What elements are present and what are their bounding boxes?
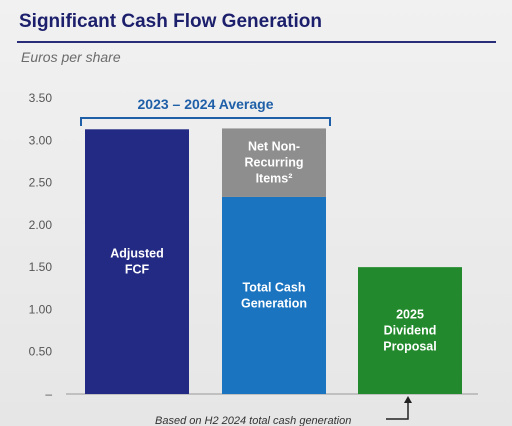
title-divider — [17, 41, 496, 43]
bar-data-label: Recurring — [244, 156, 303, 170]
bar-data-label: Total Cash — [243, 280, 306, 294]
bar-data-label: Adjusted — [110, 247, 163, 261]
footnote-arrowhead — [404, 396, 412, 403]
y-tick-label: 3.50 — [29, 91, 53, 105]
page-title: Significant Cash Flow Generation — [19, 11, 322, 32]
y-tick-label: 3.00 — [29, 133, 53, 147]
chart-subtitle: Euros per share — [21, 49, 121, 65]
bar-data-label: Items² — [256, 172, 293, 186]
bracket-label: 2023 – 2024 Average — [138, 96, 274, 112]
y-tick-label: 0.50 — [29, 345, 53, 359]
y-tick-label: 1.50 — [29, 260, 53, 274]
bar-data-label: Dividend — [384, 324, 437, 338]
y-tick-label: 2.50 — [29, 176, 53, 190]
y-tick-label: – — [45, 387, 52, 401]
average-bracket — [80, 117, 331, 126]
bar-2-segment-2 — [222, 128, 326, 197]
bar-data-label: Net Non- — [248, 140, 300, 154]
bar-data-label: 2025 — [396, 308, 424, 322]
y-tick-label: 1.00 — [29, 302, 53, 316]
footnote-arrow — [386, 402, 409, 420]
bar-3-segment-1 — [358, 267, 462, 394]
bar-2-segment-1 — [222, 196, 326, 394]
bar-data-label: Proposal — [383, 340, 437, 354]
footnote: Based on H2 2024 total cash generation — [155, 415, 351, 426]
y-tick-label: 2.00 — [29, 218, 53, 232]
bar-data-label: FCF — [125, 263, 150, 277]
bar-1-segment-1 — [85, 129, 189, 394]
bar-data-label: Generation — [241, 296, 307, 310]
